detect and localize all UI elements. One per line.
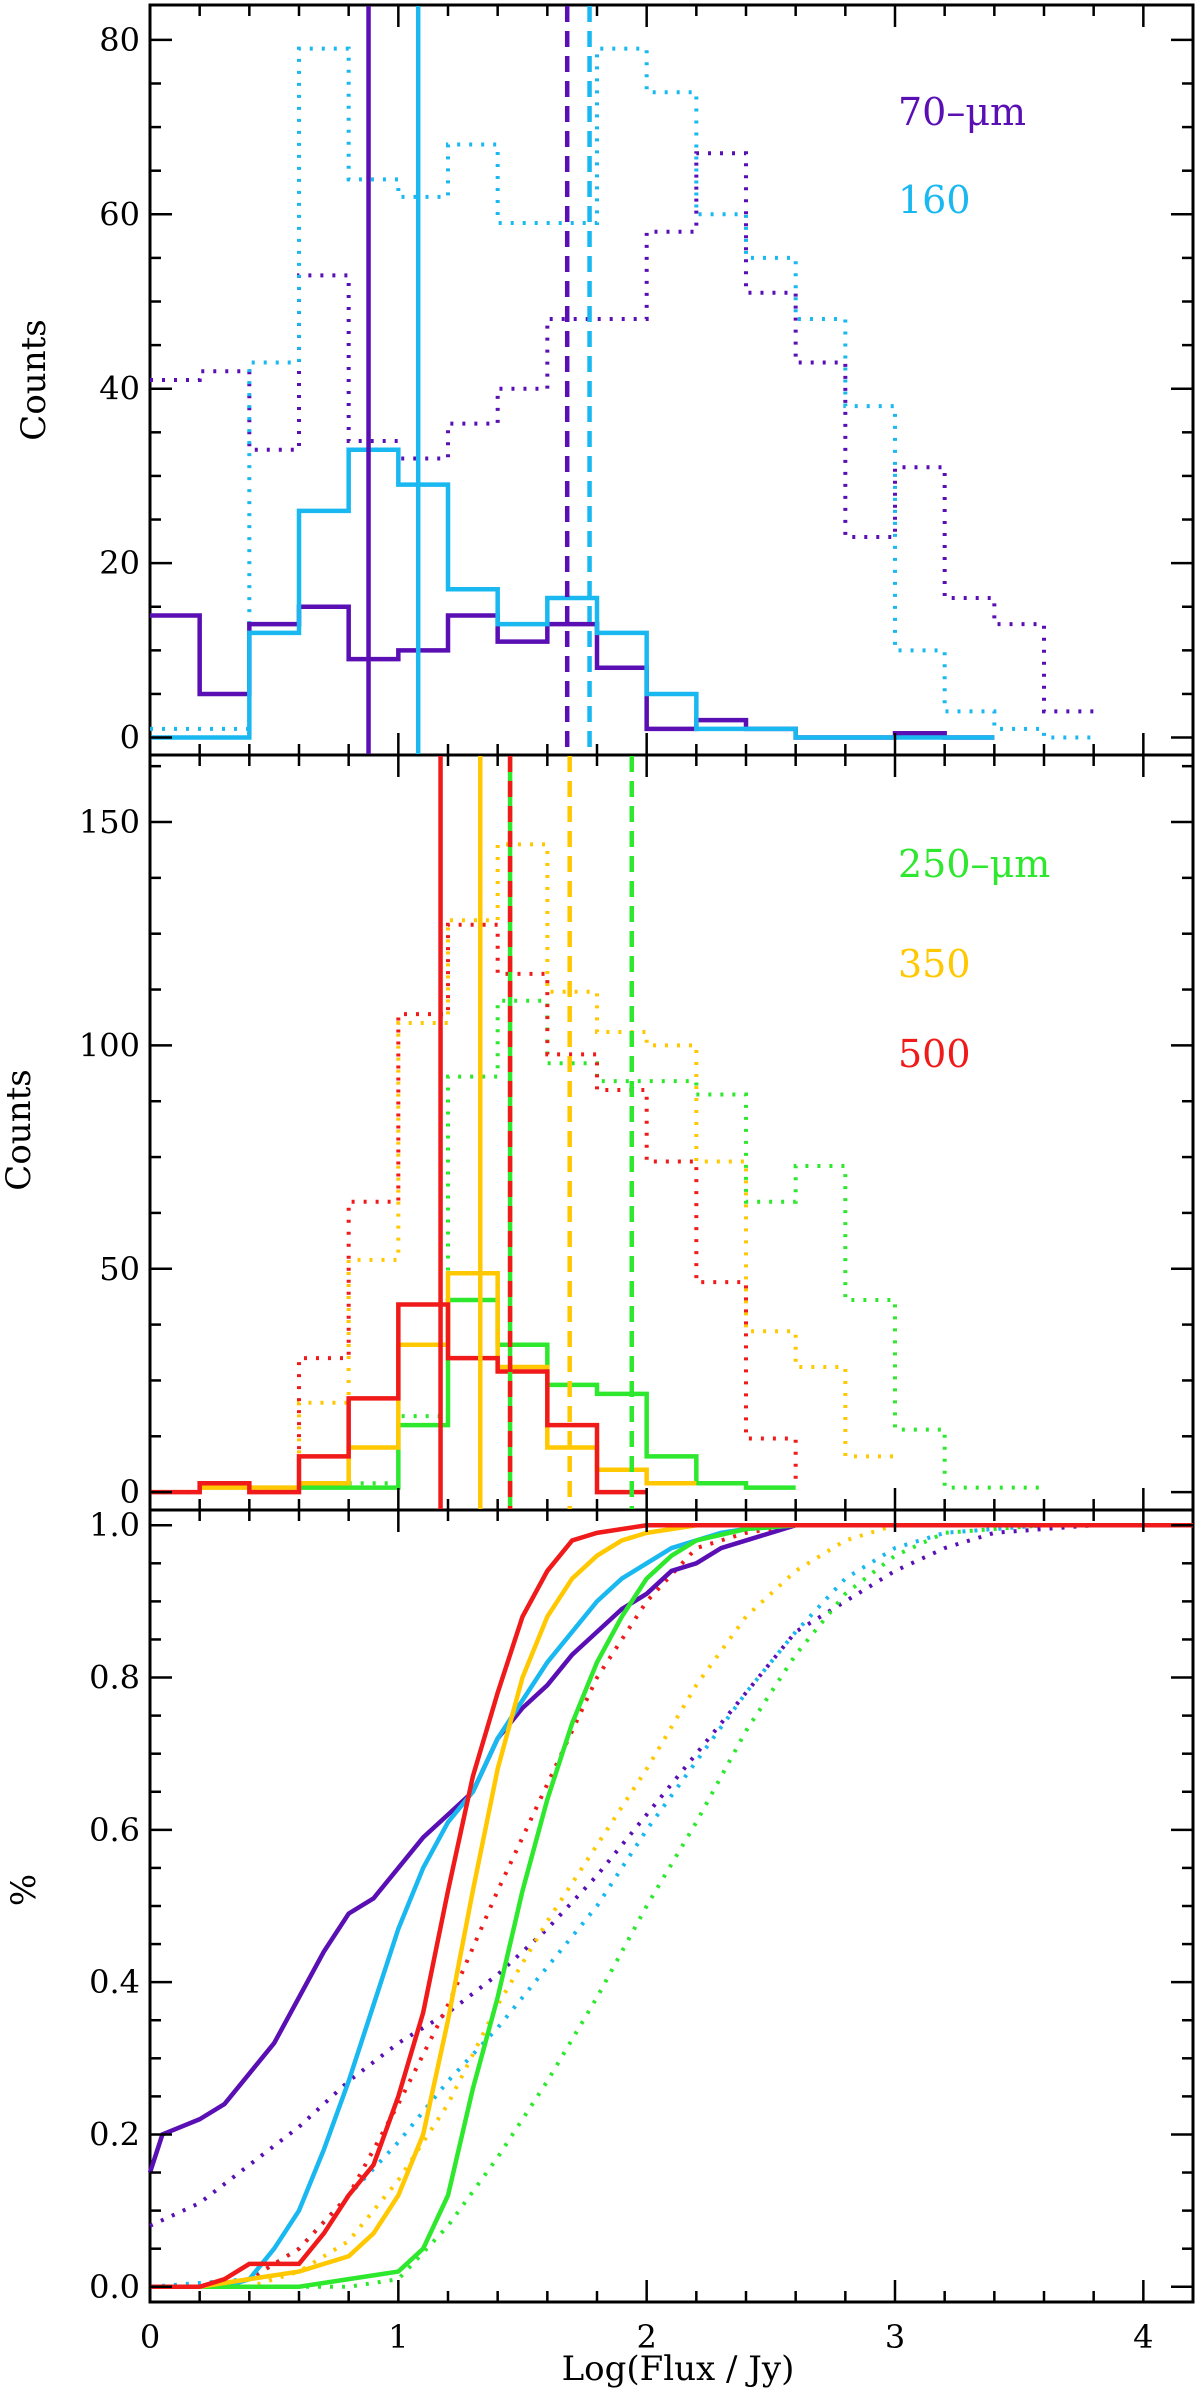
y-tick-label: 0.2 [89, 2115, 140, 2153]
series-line [150, 1522, 1193, 2290]
y-tick-label: 100 [79, 1026, 140, 1064]
panel-0-series [150, 6, 1094, 754]
y-tick-label: 80 [99, 21, 140, 59]
series-line [150, 1523, 1193, 2289]
y-tick-label: 0.4 [89, 1963, 140, 2001]
panel-top-frame [148, 3, 1195, 757]
series-line [149, 1523, 1193, 2228]
x-tick-label: 2 [636, 2318, 656, 2356]
chart-marks [147, 6, 1193, 2290]
panel-1-series [150, 756, 1044, 1509]
panel-middle-ylabel: Counts [0, 1069, 39, 1190]
x-axis-label: Log(Flux / Jy) [562, 2349, 795, 2388]
series-line [150, 1523, 1193, 2289]
series-line [249, 842, 895, 1490]
y-tick-label: 1.0 [89, 1506, 140, 1544]
y-tick-label: 150 [79, 803, 140, 841]
legend-250um: 250–μm [898, 842, 1050, 886]
series-line [150, 1522, 1193, 2290]
y-tick-label: 0 [120, 719, 140, 757]
legend-70um: 70–μm [898, 90, 1026, 134]
series-line [150, 604, 995, 740]
series-line [150, 151, 1094, 714]
panel-bottom-frame [148, 1508, 1195, 2304]
y-tick-label: 40 [99, 370, 140, 408]
y-tick-label: 0.8 [89, 1659, 140, 1697]
panel-top-ylabel: Counts [14, 319, 54, 440]
panel-2-series [147, 1522, 1193, 2290]
x-tick-label: 1 [388, 2318, 408, 2356]
y-tick-label: 50 [99, 1250, 140, 1288]
x-tick-label: 4 [1133, 2318, 1153, 2356]
panel-bottom-ylabel: % [4, 1874, 44, 1906]
series-line [150, 1523, 1193, 2289]
legend-500: 500 [898, 1032, 971, 1076]
y-tick-label: 20 [99, 544, 140, 582]
series-line [147, 1522, 1193, 2174]
legend-350: 350 [898, 942, 971, 986]
y-tick-label: 0.0 [89, 2268, 140, 2306]
y-tick-label: 0.6 [89, 1811, 140, 1849]
x-tick-label: 3 [885, 2318, 905, 2356]
series-line [150, 922, 798, 1495]
series-line [150, 447, 995, 740]
legend-160: 160 [898, 178, 971, 222]
y-tick-label: 0 [120, 1473, 140, 1511]
series-line [150, 1522, 1193, 2290]
x-tick-label: 0 [140, 2318, 160, 2356]
y-tick-label: 60 [99, 195, 140, 233]
series-line [149, 1523, 1193, 2289]
series-line [150, 1522, 1193, 2290]
series-line [150, 1302, 647, 1495]
